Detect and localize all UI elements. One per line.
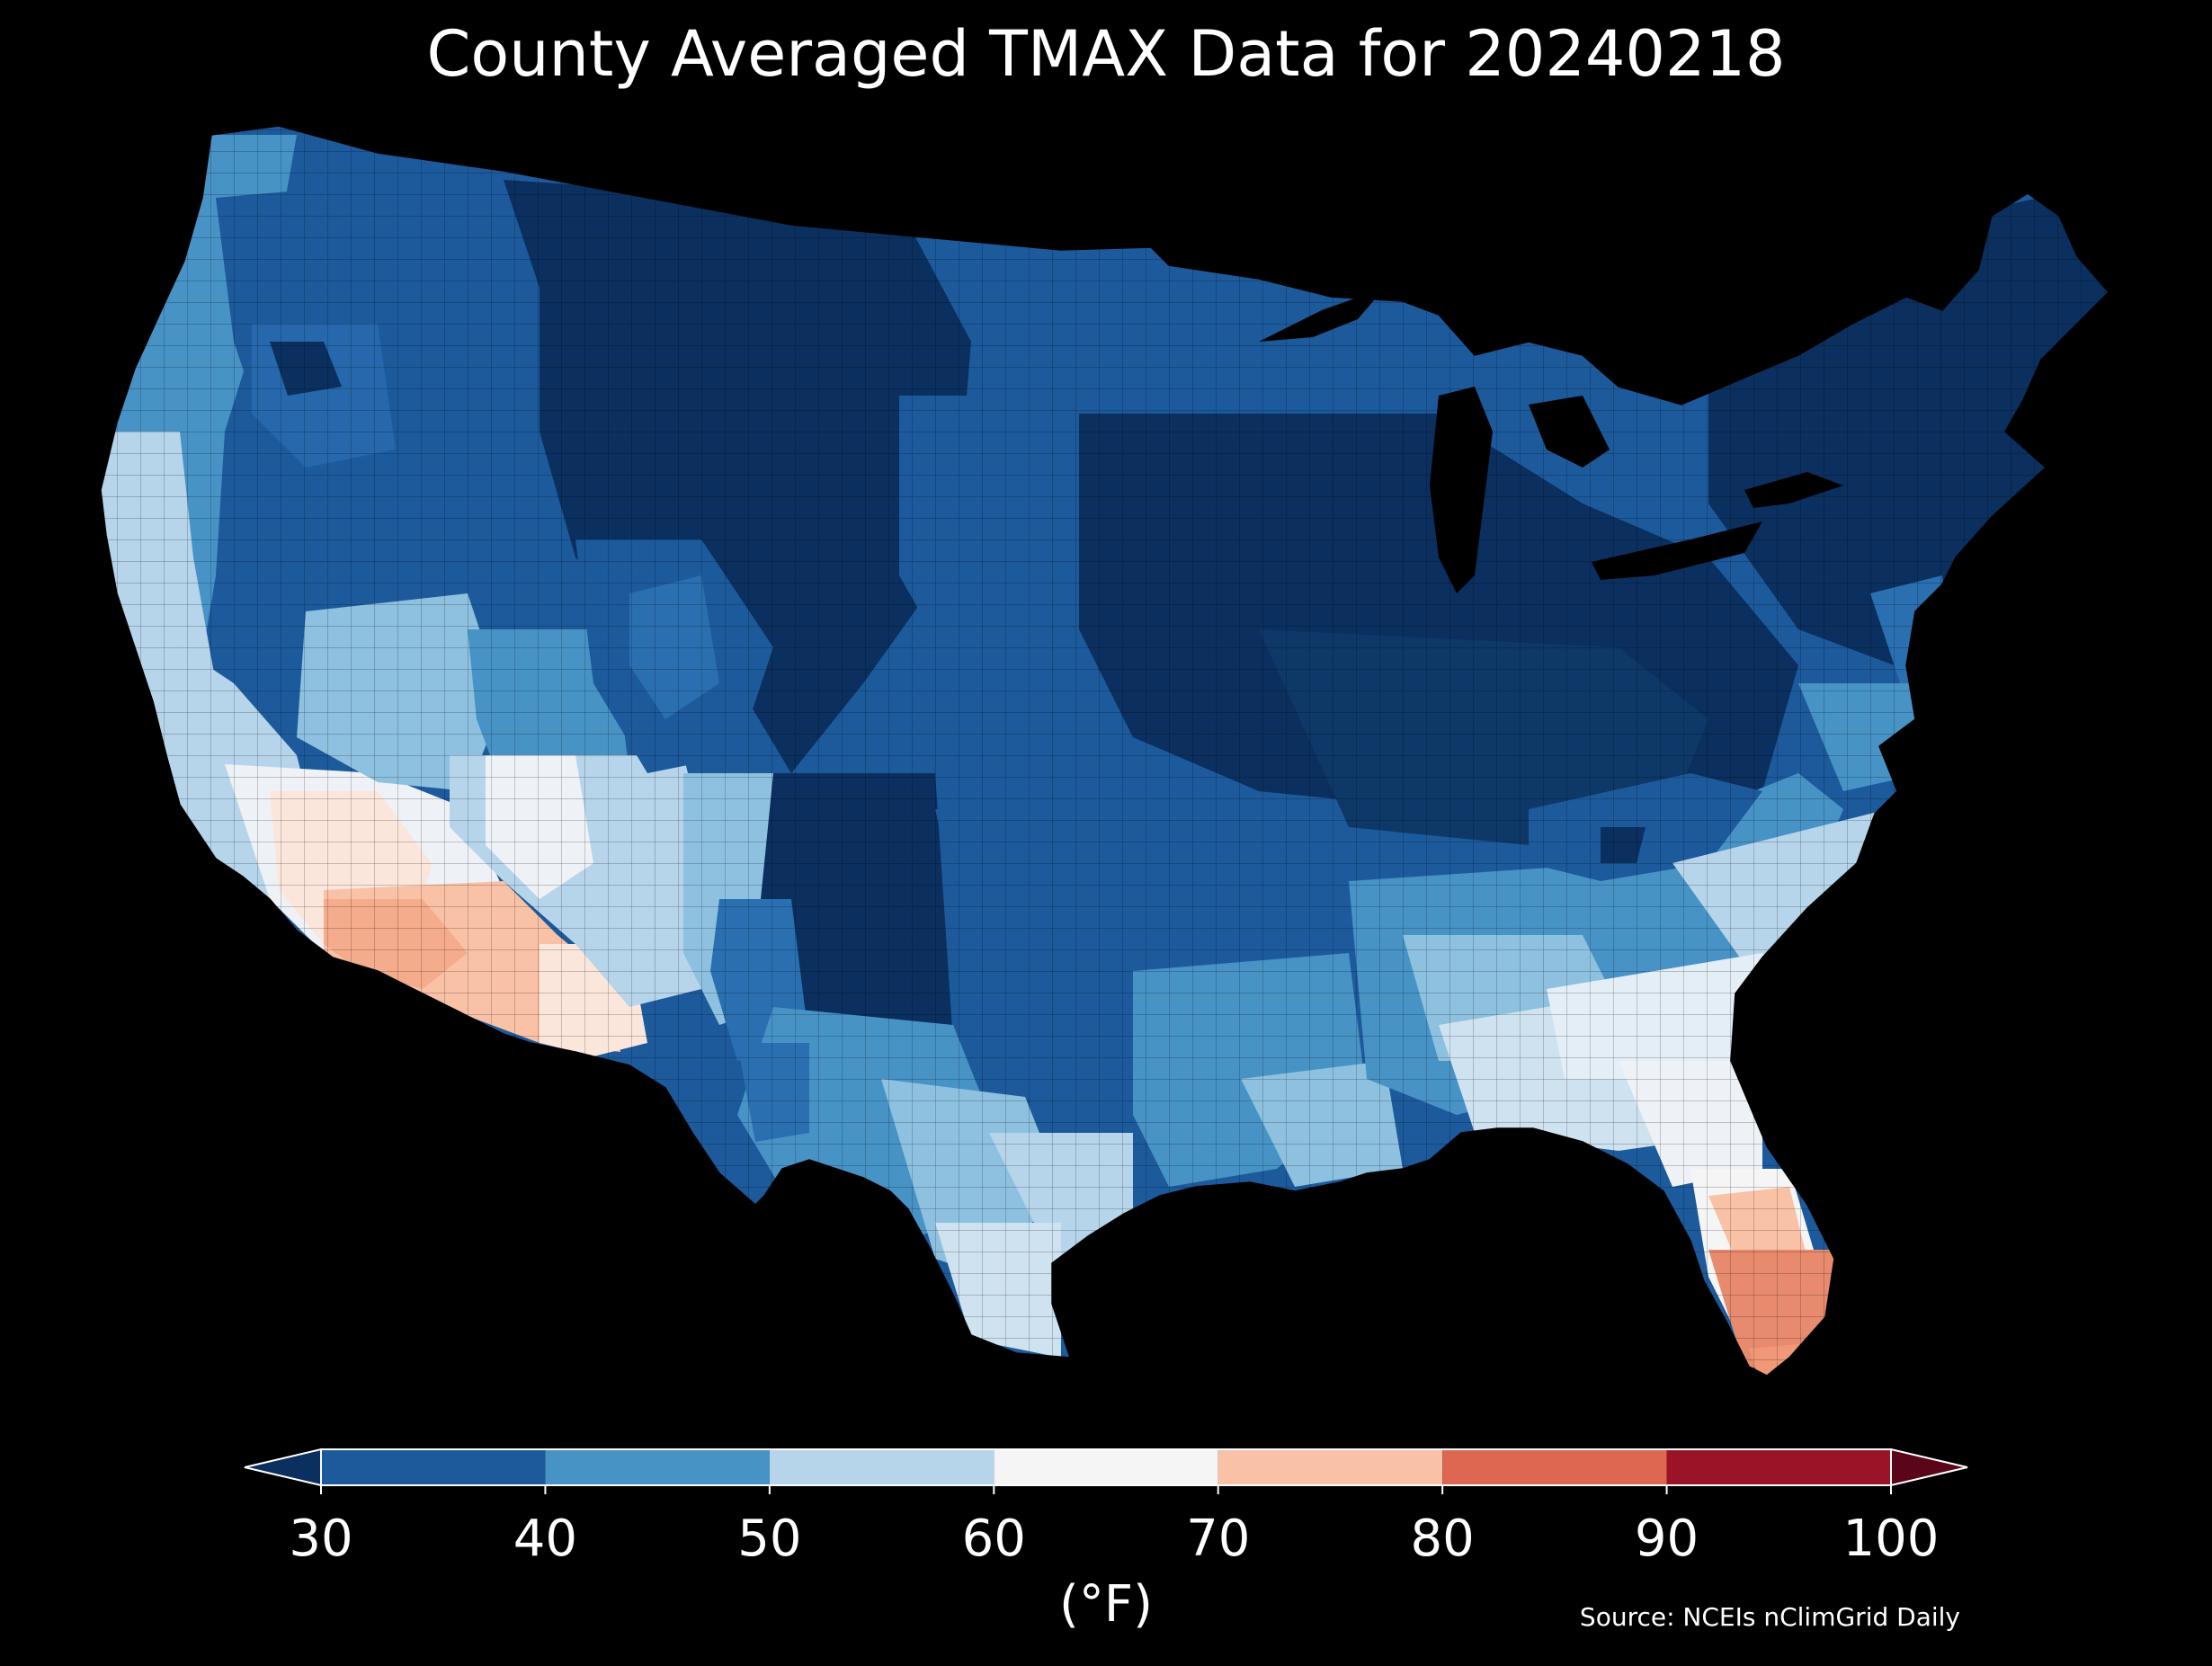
colorbar-bin bbox=[545, 1449, 770, 1485]
colorbar-tick-label: 80 bbox=[1410, 1510, 1475, 1568]
colorbar-tick-label: 50 bbox=[737, 1510, 802, 1568]
source-credit: Source: NCEIs nClimGrid Daily bbox=[1579, 1602, 1960, 1632]
colorbar-tick-label: 40 bbox=[513, 1510, 578, 1568]
colorbar-bin bbox=[321, 1449, 546, 1485]
colorbar-bin bbox=[994, 1449, 1218, 1485]
colorbar-tick-label: 60 bbox=[961, 1510, 1026, 1568]
colorbar-frame bbox=[320, 1448, 1892, 1486]
colorbar-tick-label: 90 bbox=[1634, 1510, 1699, 1568]
colorbar-bin bbox=[1217, 1449, 1443, 1485]
colorbar-tick-label: 100 bbox=[1842, 1510, 1940, 1568]
us-outline bbox=[100, 125, 2110, 1376]
colorbar-tick-label: 70 bbox=[1186, 1510, 1251, 1568]
colorbar-bin bbox=[1442, 1449, 1667, 1485]
colorbar-unit-label: (°F) bbox=[1059, 1575, 1153, 1634]
colorbar-bin bbox=[769, 1449, 995, 1485]
map-title: County Averaged TMAX Data for 20240218 bbox=[426, 17, 1786, 91]
colorbar-bin bbox=[1666, 1449, 1891, 1485]
great-lakes bbox=[1259, 288, 1843, 593]
colorbar-extend-high bbox=[1890, 1448, 1968, 1487]
colorbar bbox=[244, 1448, 1968, 1494]
colorbar-tick-label: 30 bbox=[289, 1510, 353, 1568]
colorbar-extend-low bbox=[244, 1448, 322, 1487]
